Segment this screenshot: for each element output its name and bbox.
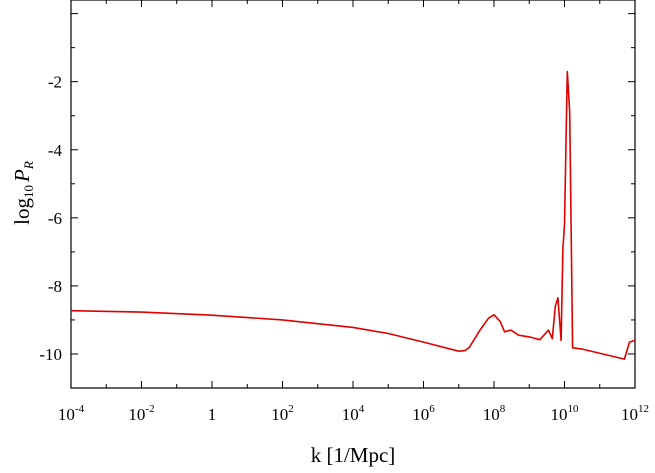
x-tick-label: 10-4 (58, 403, 85, 424)
y-tick-label: -4 (48, 141, 63, 160)
plot-frame (70, 0, 636, 389)
x-tick-label-base: 10 (621, 405, 638, 424)
x-tick-label: 104 (342, 403, 365, 424)
x-tick-label: 102 (271, 403, 294, 424)
x-tick-label-exponent: 6 (429, 403, 435, 415)
x-tick-label-base: 10 (271, 405, 288, 424)
x-tick-label: 10-2 (128, 403, 154, 424)
x-tick-label: 1010 (551, 403, 580, 424)
x-tick-label-exponent: 8 (500, 403, 506, 415)
x-tick-label-base: 1 (208, 405, 217, 424)
x-tick-label-exponent: 2 (288, 403, 294, 415)
x-tick-label-base: 10 (128, 405, 145, 424)
y-axis-ticks: -2 -4 -6 -8 -10 (39, 13, 635, 389)
y-tick-label: -8 (48, 277, 62, 296)
y-axis-label-symbol-subscript: R (21, 161, 36, 170)
x-tick-label-base: 10 (58, 405, 75, 424)
y-tick-label: -2 (48, 73, 62, 92)
x-tick-label-base: 10 (412, 405, 429, 424)
y-axis-label-symbol: P (10, 169, 34, 183)
x-axis-ticks: 10-4 10-2 1 102 104 106 108 1010 1012 (58, 0, 649, 424)
x-tick-label-exponent: 12 (638, 403, 649, 415)
y-axis-label-prefix: log (10, 197, 34, 224)
y-tick-label: -10 (39, 345, 62, 364)
x-tick-label-base: 10 (551, 405, 568, 424)
x-axis-label: k [1/Mpc] (311, 443, 396, 467)
x-tick-label: 106 (412, 403, 435, 424)
x-tick-label: 108 (483, 403, 506, 424)
x-tick-label-base: 10 (483, 405, 500, 424)
x-tick-label-exponent: -4 (75, 403, 85, 415)
x-tick-label: 1 (208, 405, 217, 424)
y-tick-label: -6 (48, 209, 62, 228)
y-axis-label-subscript: 10 (21, 185, 36, 198)
y-axis-label: log10 PR (10, 161, 36, 225)
series-line (70, 70, 636, 360)
x-tick-label-base: 10 (342, 405, 359, 424)
x-tick-label: 1012 (621, 403, 649, 424)
x-tick-label-exponent: 10 (568, 403, 580, 415)
x-tick-label-exponent: -2 (145, 403, 154, 415)
series-group (70, 70, 636, 360)
x-tick-label-exponent: 4 (359, 403, 365, 415)
